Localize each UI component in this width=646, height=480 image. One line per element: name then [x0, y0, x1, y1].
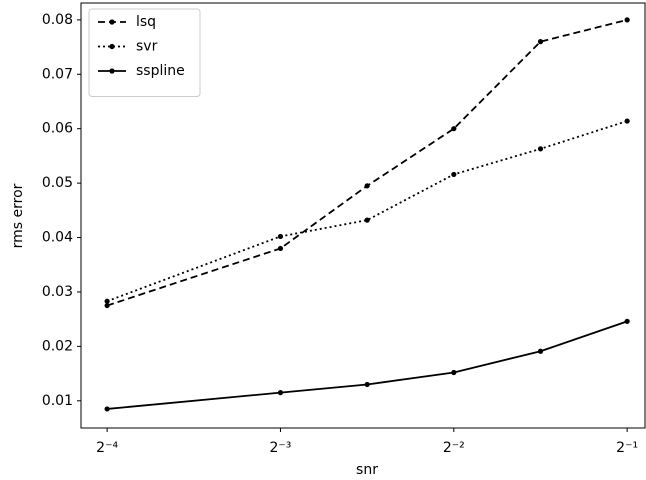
data-point [624, 17, 630, 23]
y-tick-label: 0.07 [42, 66, 73, 82]
legend-marker [109, 19, 115, 25]
series-line [107, 320, 628, 410]
y-tick-label: 0.01 [42, 393, 73, 409]
y-tick-label: 0.08 [42, 12, 73, 28]
data-point [364, 183, 370, 189]
data-point [451, 126, 457, 132]
data-point [104, 406, 110, 412]
data-point [537, 146, 544, 152]
x-tick-label: 2⁻⁴ [96, 440, 118, 456]
y-tick-label: 0.03 [42, 284, 73, 300]
y-tick-label: 0.02 [42, 338, 73, 354]
y-tick-label: 0.05 [42, 175, 73, 191]
data-point [364, 217, 370, 223]
data-point [277, 390, 284, 396]
data-point [624, 118, 630, 124]
legend-marker [109, 68, 115, 74]
data-point [451, 171, 457, 178]
data-point [451, 369, 457, 376]
data-point [104, 302, 110, 309]
legend-label: lsq [136, 14, 156, 30]
data-point [277, 245, 284, 252]
legend-label: svr [136, 39, 158, 55]
data-point [537, 348, 544, 354]
data-point [624, 318, 630, 324]
data-point [537, 39, 544, 45]
plot-frame [80, 2, 646, 429]
series-line [106, 18, 628, 307]
legend-label: sspline [136, 63, 185, 79]
y-axis-label: rms error [10, 183, 26, 248]
y-tick-label: 0.04 [42, 230, 73, 246]
x-tick-label: 2⁻¹ [616, 440, 638, 456]
x-tick-label: 2⁻³ [270, 440, 292, 456]
legend-box [88, 8, 201, 97]
data-point [277, 233, 284, 240]
data-point [104, 298, 110, 304]
y-tick-label: 0.06 [42, 121, 73, 137]
x-tick-label: 2⁻² [443, 440, 465, 456]
legend-marker [109, 43, 115, 50]
x-axis-label: snr [356, 462, 378, 478]
series-line [106, 120, 628, 303]
data-point [364, 381, 370, 388]
